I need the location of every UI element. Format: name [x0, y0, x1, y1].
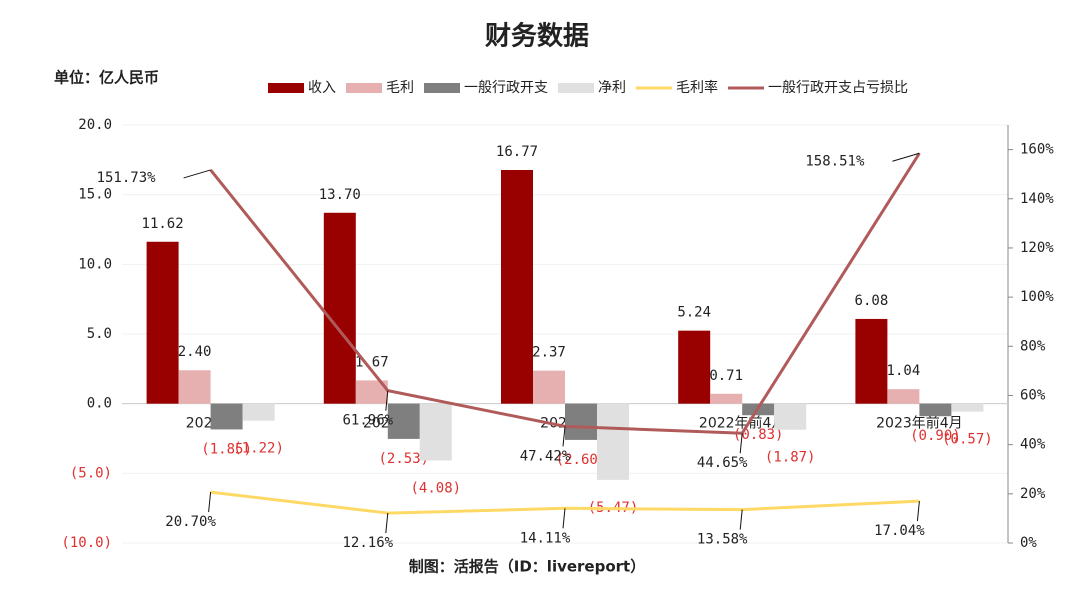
bar [774, 403, 807, 430]
line-value-label: 14.11% [520, 530, 571, 546]
line-value-label: 13.58% [697, 532, 748, 548]
legend-label: 收入 [308, 80, 336, 96]
bar [678, 330, 711, 404]
legend-label: 毛利 [386, 80, 414, 96]
leader-line [183, 169, 211, 179]
bar [951, 403, 984, 412]
legend-label: 一般行政开支 [464, 80, 548, 96]
legend-swatch [346, 83, 382, 93]
x-tick-label: 2022年前4月 [699, 415, 786, 432]
bar-value-label: 2.37 [532, 345, 566, 361]
bar [855, 318, 888, 404]
y2-tick-label: 0% [1020, 535, 1037, 551]
y-tick-label: 5.0 [87, 326, 112, 342]
bar-value-label: 2.40 [178, 344, 212, 360]
leader-line [385, 513, 389, 534]
bar [355, 380, 388, 404]
legend-swatch [558, 83, 594, 93]
line-value-label: 151.73% [97, 170, 157, 186]
line-value-label: 47.42% [520, 448, 571, 464]
bar-value-label: (1.87) [765, 450, 816, 466]
bar-value-label: (4.08) [411, 481, 462, 497]
leader-line [562, 426, 566, 447]
legend-label: 一般行政开支占亏损比 [768, 80, 908, 96]
bar-value-label: (2.53) [379, 451, 430, 467]
legend-label: 毛利率 [676, 79, 718, 96]
y-tick-label: 20.0 [78, 117, 112, 133]
leader-line [562, 508, 566, 529]
y2-tick-label: 100% [1020, 289, 1054, 305]
bar-value-label: 13.70 [319, 187, 361, 203]
bar-value-label: (2.60) [556, 452, 607, 468]
line-value-label: 12.16% [343, 535, 394, 551]
bar-value-label: (0.90) [910, 428, 961, 444]
bar [210, 403, 243, 430]
line-value-label: 61.96% [343, 413, 394, 429]
bar-value-label: 11.62 [142, 216, 184, 232]
y2-tick-label: 80% [1020, 338, 1046, 354]
y-tick-label: (5.0) [70, 465, 112, 481]
line-value-label: 158.51% [805, 153, 865, 169]
y-tick-label: 15.0 [78, 187, 112, 203]
bar-value-label: (1.85) [201, 441, 252, 457]
bar-value-label: (0.83) [733, 427, 784, 443]
legend-label: 净利 [598, 80, 626, 96]
source: 制图：活报告（ID：livereport） [409, 558, 645, 576]
leader-line [916, 501, 920, 522]
bar-value-label: 16.77 [496, 144, 538, 160]
legend-swatch [424, 83, 460, 93]
y-tick-label: (10.0) [61, 535, 112, 551]
bar [242, 403, 275, 421]
leader-line [385, 390, 389, 411]
x-tick-label: 2023年前4月 [876, 415, 963, 432]
bar [533, 370, 565, 404]
y2-tick-label: 60% [1020, 387, 1046, 403]
bar [419, 403, 452, 461]
bar [597, 403, 629, 480]
bar [178, 370, 211, 404]
y2-tick-label: 120% [1020, 240, 1054, 256]
y2-tick-label: 40% [1020, 437, 1046, 453]
y-tick-label: 0.0 [87, 396, 112, 412]
line-value-label: 17.04% [874, 523, 925, 539]
bar [710, 393, 743, 404]
bar-value-label: 1.04 [887, 363, 921, 379]
bar-value-label: (0.57) [942, 432, 993, 448]
bar [919, 403, 952, 417]
line-value-label: 20.70% [165, 514, 216, 530]
bar [501, 170, 533, 404]
bar [323, 212, 356, 404]
y2-tick-label: 20% [1020, 486, 1046, 502]
y2-tick-label: 160% [1020, 142, 1054, 158]
chart-title: 财务数据 [485, 22, 589, 52]
leader-line [208, 492, 212, 513]
leader-line [892, 152, 920, 162]
bar-value-label: 5.24 [677, 305, 711, 321]
bar [387, 403, 420, 439]
leader-line [739, 433, 743, 454]
bar-value-label: 6.08 [855, 293, 889, 309]
bar [887, 389, 920, 404]
y-tick-label: 10.0 [78, 256, 112, 272]
unit-label: 单位：亿人民币 [54, 69, 159, 87]
bar [146, 241, 179, 404]
bar [565, 403, 597, 440]
bar-value-label: 0.71 [709, 368, 743, 384]
y2-tick-label: 140% [1020, 191, 1054, 207]
leader-line [739, 509, 743, 530]
bar-value-label: (1.22) [233, 441, 284, 457]
line-value-label: 44.65% [697, 455, 748, 471]
legend-swatch [268, 83, 304, 93]
